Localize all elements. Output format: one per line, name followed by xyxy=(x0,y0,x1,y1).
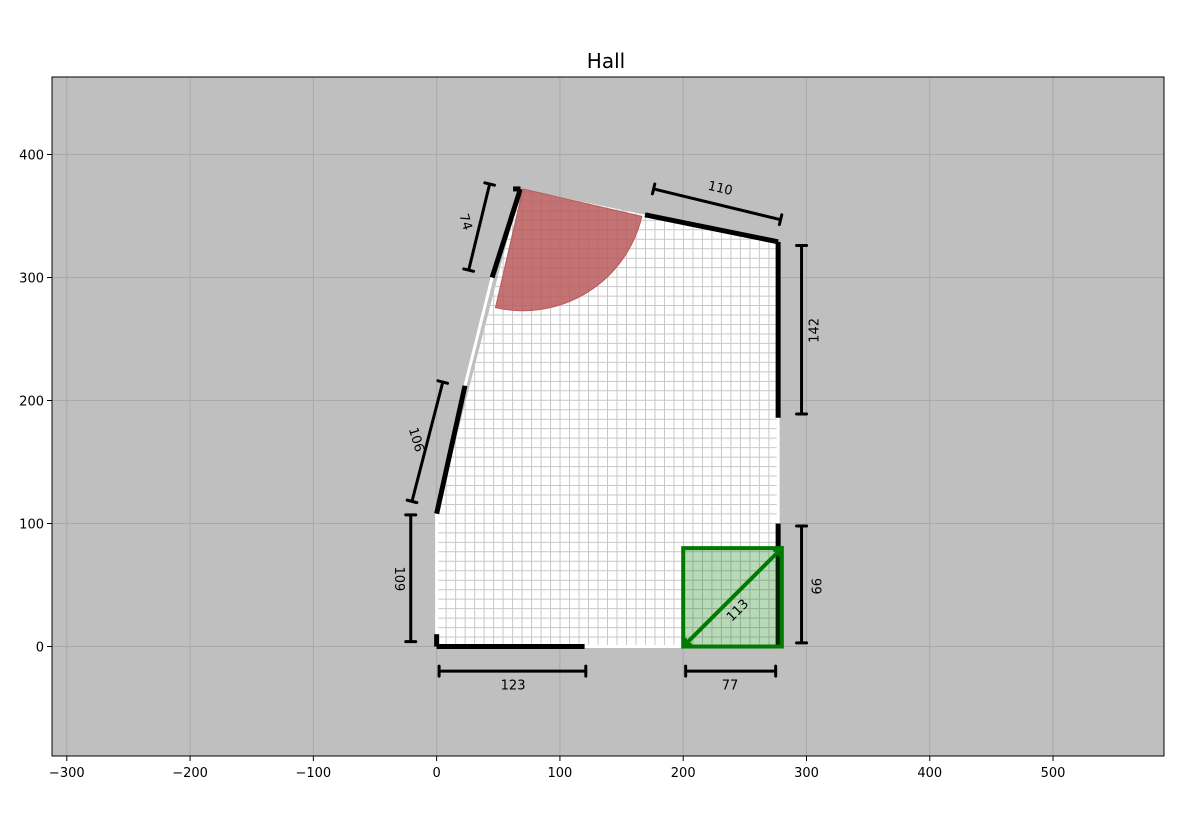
door-swing xyxy=(494,188,643,312)
plot-title: Hall xyxy=(587,49,625,73)
axis-ticks: −300 −200 −100 0 100 200 300 400 500 0 100 200 300 40… xyxy=(19,148,1065,781)
dimension-label: 106 xyxy=(405,426,427,454)
dimension-109: 109 xyxy=(391,513,418,644)
dimension-99: 99 xyxy=(795,524,823,645)
wall-segment xyxy=(489,188,523,279)
y-tick-label: 100 xyxy=(19,518,44,533)
dimension-end-cap xyxy=(405,498,419,505)
dimension-110: 110 xyxy=(650,179,784,227)
y-tick-label: 0 xyxy=(36,641,44,656)
dimension-label: 109 xyxy=(391,566,406,591)
furniture-item: 113 xyxy=(680,545,785,649)
dimension-end-cap xyxy=(436,379,450,385)
furniture-diagonal xyxy=(681,546,784,648)
dimension-label: 110 xyxy=(706,179,734,199)
wall-opening xyxy=(463,277,494,387)
x-tick-label: −100 xyxy=(295,766,331,781)
x-tick-label: 500 xyxy=(1041,766,1066,781)
dimension-line xyxy=(410,381,445,502)
wall-openings xyxy=(435,277,780,649)
dimension-label: 99 xyxy=(808,578,823,595)
dimension-label: 123 xyxy=(501,678,526,693)
dimension-142: 142 xyxy=(795,244,823,416)
x-tick-label: −300 xyxy=(49,766,85,781)
dimension-label: 142 xyxy=(808,318,823,343)
dimension-line xyxy=(653,187,781,222)
dimension-77: 77 xyxy=(684,664,778,693)
dimension-123: 123 xyxy=(437,664,588,693)
dimension-106: 106 xyxy=(405,379,450,505)
dimension-end-cap xyxy=(462,267,476,273)
dimension-74: 74 xyxy=(455,181,497,273)
dimension-line xyxy=(467,183,492,271)
furniture-arrowhead xyxy=(680,637,693,649)
x-tick-label: 0 xyxy=(432,766,440,781)
dimension-end-cap xyxy=(483,181,497,187)
wall-segment xyxy=(644,212,779,245)
y-tick-label: 300 xyxy=(19,272,44,287)
dimension-label: 77 xyxy=(722,678,739,693)
wall-segment xyxy=(434,385,468,515)
furniture-arrowhead xyxy=(772,545,785,558)
dimension-end-cap xyxy=(777,213,784,227)
x-tick-label: 200 xyxy=(671,766,696,781)
dimension-label: 74 xyxy=(455,212,474,232)
x-tick-label: 300 xyxy=(794,766,819,781)
plot-frame xyxy=(51,76,1165,757)
plot-area: 113 123 77 99 142 110 74 106 109 xyxy=(391,179,823,694)
dimension-lines: 123 77 99 142 110 74 106 109 xyxy=(391,179,823,694)
x-tick-label: 100 xyxy=(548,766,573,781)
x-tick-label: −200 xyxy=(172,766,208,781)
y-tick-label: 400 xyxy=(19,148,44,163)
dimension-end-cap xyxy=(650,182,657,196)
y-tick-label: 200 xyxy=(19,395,44,410)
walls xyxy=(434,186,781,650)
x-tick-label: 400 xyxy=(917,766,942,781)
